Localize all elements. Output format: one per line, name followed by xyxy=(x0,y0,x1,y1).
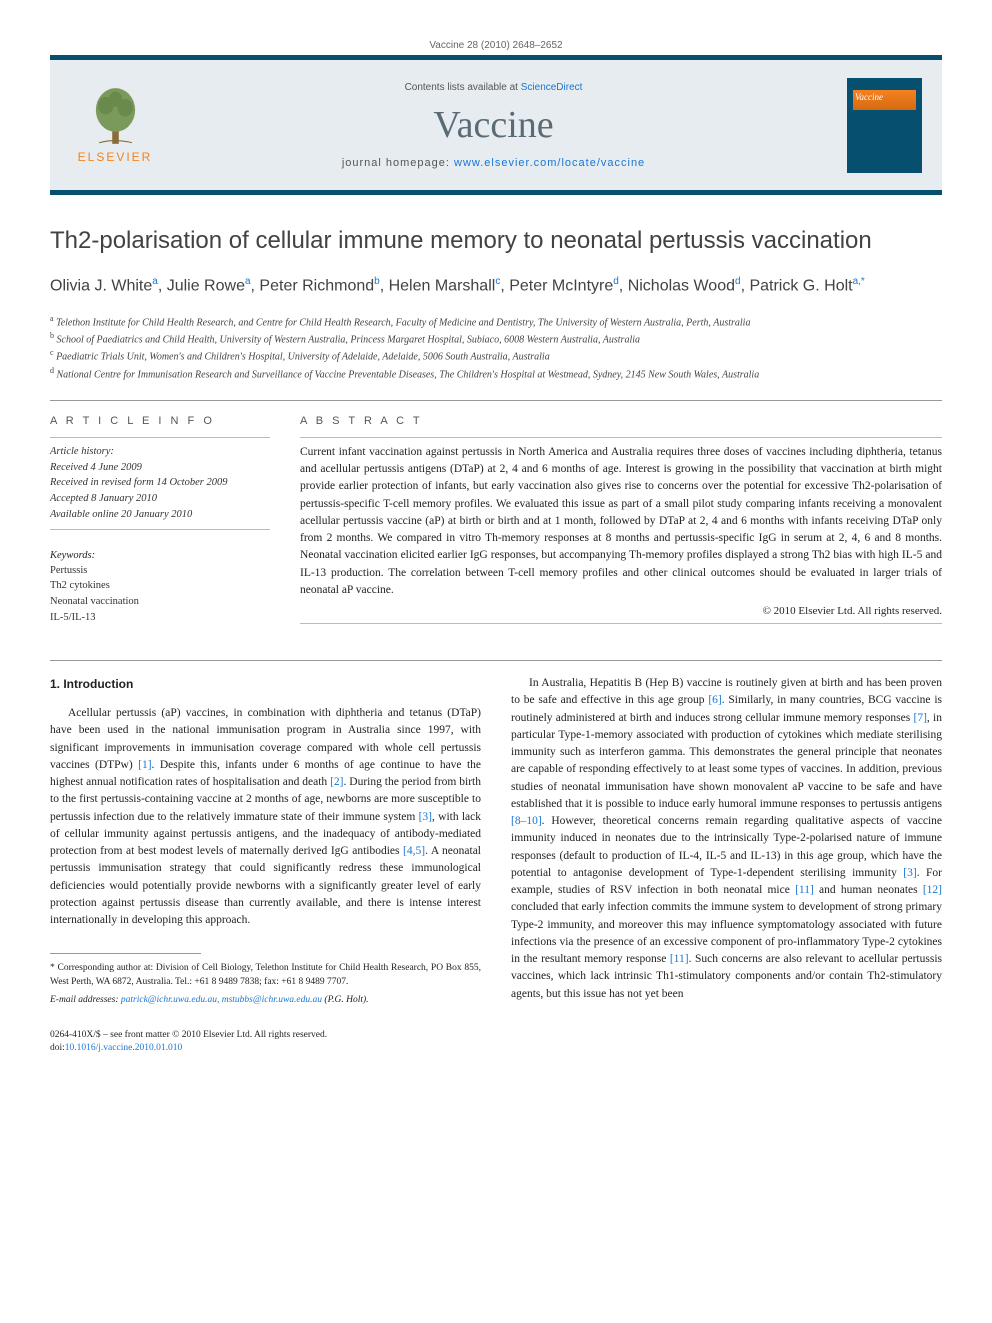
body-paragraph: Acellular pertussis (aP) vaccines, in co… xyxy=(50,705,481,929)
sciencedirect-link[interactable]: ScienceDirect xyxy=(521,82,583,93)
affiliations: a Telethon Institute for Child Health Re… xyxy=(50,313,942,382)
journal-header: ELSEVIER Contents lists available at Sci… xyxy=(50,55,942,195)
footnote-divider xyxy=(50,953,201,954)
body-paragraph: In Australia, Hepatitis B (Hep B) vaccin… xyxy=(511,675,942,1003)
abstract-copyright: © 2010 Elsevier Ltd. All rights reserved… xyxy=(300,605,942,617)
keywords-label: Keywords: xyxy=(50,550,270,561)
homepage-link[interactable]: www.elsevier.com/locate/vaccine xyxy=(454,157,645,169)
intro-heading: 1. Introduction xyxy=(50,675,481,693)
author-list: Olivia J. Whitea, Julie Rowea, Peter Ric… xyxy=(50,274,942,298)
elsevier-tree-icon xyxy=(88,86,143,146)
divider xyxy=(50,437,270,438)
article-title: Th2-polarisation of cellular immune memo… xyxy=(50,225,942,256)
abstract-label: A B S T R A C T xyxy=(300,415,942,427)
publisher-name: ELSEVIER xyxy=(78,150,153,164)
email-footnote: E-mail addresses: patrick@ichr.uwa.edu.a… xyxy=(50,993,481,1007)
divider xyxy=(50,400,942,401)
journal-name: Vaccine xyxy=(160,103,827,147)
page-range: Vaccine 28 (2010) 2648–2652 xyxy=(50,40,942,51)
contents-available: Contents lists available at ScienceDirec… xyxy=(160,82,827,93)
abstract-text: Current infant vaccination against pertu… xyxy=(300,444,942,599)
article-history: Article history: Received 4 June 2009 Re… xyxy=(50,444,270,523)
divider xyxy=(300,437,942,438)
cover-label: Vaccine xyxy=(855,92,883,102)
doi-block: 0264-410X/$ – see front matter © 2010 El… xyxy=(50,1029,481,1056)
journal-homepage: journal homepage: www.elsevier.com/locat… xyxy=(160,157,827,169)
journal-cover-thumb: Vaccine xyxy=(847,78,922,173)
body-column-left: 1. Introduction Acellular pertussis (aP)… xyxy=(50,675,481,1056)
corresponding-author-footnote: * Corresponding author at: Division of C… xyxy=(50,962,481,989)
body-column-right: In Australia, Hepatitis B (Hep B) vaccin… xyxy=(511,675,942,1056)
divider xyxy=(50,529,270,530)
author-email-link[interactable]: patrick@ichr.uwa.edu.au, mstubbs@ichr.uw… xyxy=(121,995,322,1005)
divider xyxy=(300,623,942,624)
doi-link[interactable]: 10.1016/j.vaccine.2010.01.010 xyxy=(65,1043,182,1053)
divider xyxy=(50,660,942,661)
article-info-label: A R T I C L E I N F O xyxy=(50,415,270,427)
keywords-list: Pertussis Th2 cytokines Neonatal vaccina… xyxy=(50,563,270,626)
publisher-logo: ELSEVIER xyxy=(70,75,160,175)
